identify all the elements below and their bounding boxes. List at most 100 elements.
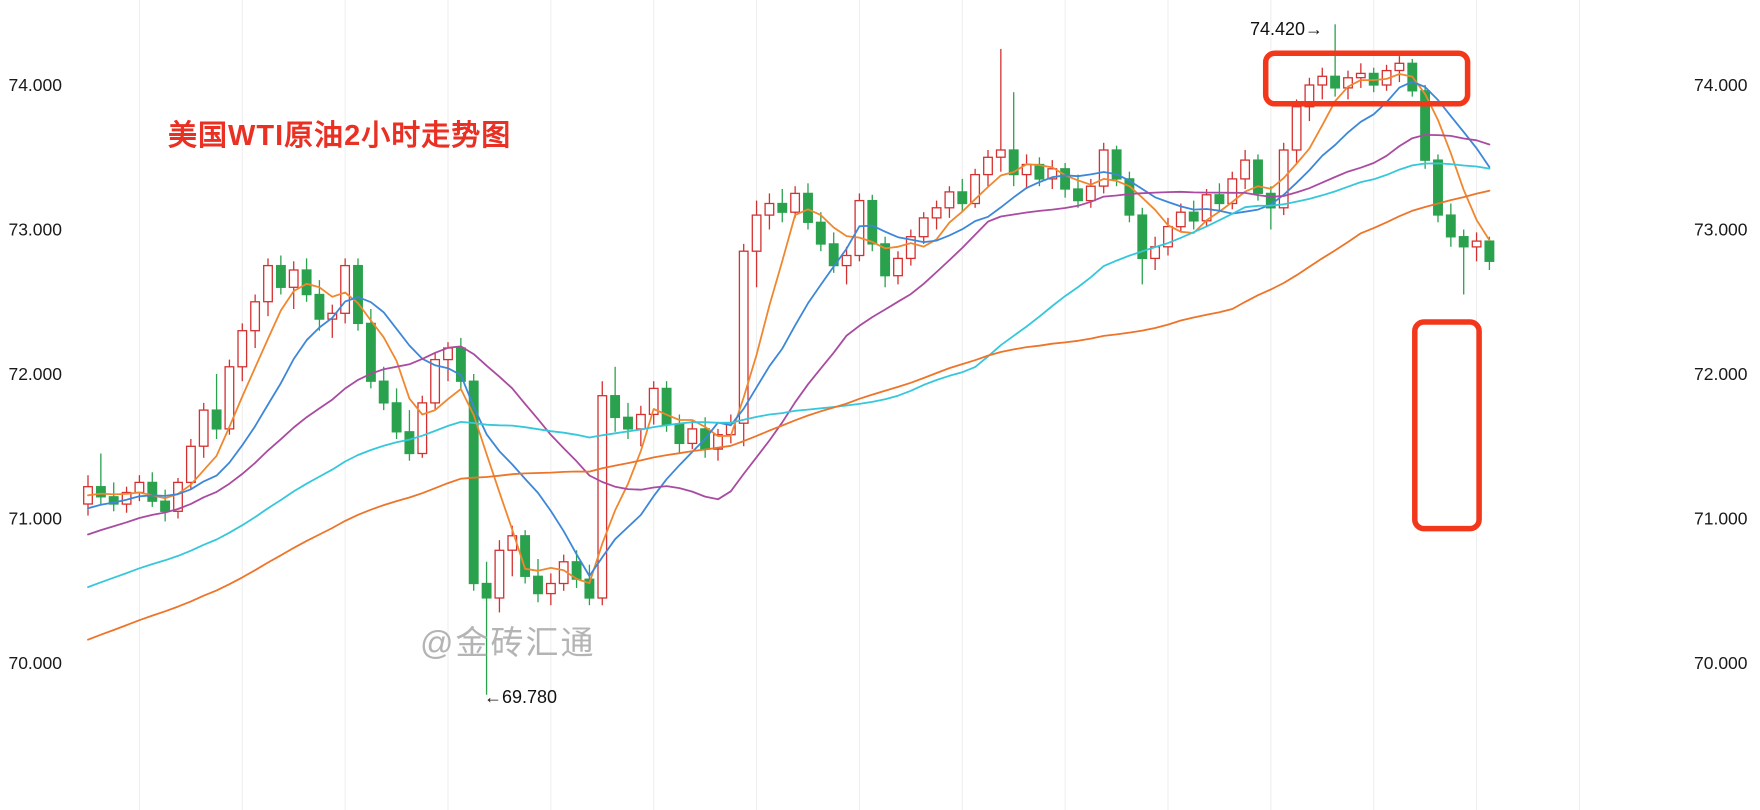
candle-body (1124, 178, 1135, 216)
candle-down (365, 309, 376, 389)
candle-down (1420, 85, 1431, 169)
candle-body (597, 395, 608, 599)
candle-up (288, 261, 299, 309)
candle-body (198, 409, 209, 447)
candle-body (95, 486, 106, 498)
candle-down (211, 374, 222, 439)
candle-body (970, 173, 981, 205)
candle-body (160, 500, 171, 512)
candle-body (1471, 240, 1482, 248)
candle-down (957, 178, 968, 213)
candle-body (1034, 163, 1045, 180)
candle-body (417, 402, 428, 455)
candle-down (1111, 145, 1122, 187)
candle-body (1317, 75, 1328, 86)
candle-body (314, 293, 325, 320)
y-tick-right: 74.000 (1694, 75, 1748, 95)
candle-down (108, 482, 119, 512)
candle-body (1201, 194, 1212, 222)
candle-body (147, 481, 158, 502)
candle-down (314, 280, 325, 331)
y-tick-left: 70.000 (8, 653, 62, 673)
candle-body (944, 191, 955, 209)
candle-up (1471, 232, 1482, 262)
candle-down (481, 561, 492, 695)
ma-line-ma5 (87, 73, 1491, 585)
candle-body (931, 207, 942, 219)
candle-body (275, 264, 286, 288)
y-tick-right: 71.000 (1694, 509, 1748, 529)
candle-up (970, 168, 981, 208)
candle-body (288, 269, 299, 288)
candle-up (764, 193, 775, 230)
candle-body (803, 192, 813, 223)
candle-body (1240, 159, 1251, 180)
candle-up (1021, 154, 1032, 189)
candle-body (610, 395, 621, 419)
candle-up (1291, 99, 1302, 165)
candle-body (1291, 106, 1302, 151)
candle-body (648, 387, 659, 416)
candle-up (841, 246, 852, 285)
candle-body (674, 423, 685, 445)
candle-up (250, 294, 261, 348)
candle-body (867, 199, 878, 245)
candle-down (1484, 236, 1495, 270)
candle-up (340, 258, 351, 324)
candle-body (108, 496, 119, 505)
candle-up (494, 540, 505, 613)
candle-body (764, 202, 775, 216)
candle-up (224, 359, 235, 435)
candle-body (1253, 159, 1263, 194)
candle-down (1458, 229, 1469, 295)
ma-line-ma10 (87, 80, 1491, 577)
candle-body (995, 149, 1006, 158)
candle-up (545, 573, 556, 606)
candle-body (957, 191, 968, 205)
candle-up (1394, 56, 1405, 83)
candle-body (1060, 168, 1071, 190)
candle-body (905, 236, 916, 260)
candle-body (1227, 178, 1238, 205)
candle-body (584, 578, 595, 599)
candle-up (1240, 150, 1251, 189)
candle-body (185, 445, 196, 484)
candle-up (931, 200, 942, 230)
candle-up (1355, 63, 1366, 88)
candle-down (777, 189, 788, 223)
candle-body (1008, 149, 1019, 176)
candle-down (1137, 207, 1148, 285)
candle-up (1175, 203, 1186, 233)
candle-body (327, 312, 338, 320)
candle-down (1330, 24, 1341, 97)
candle-body (250, 301, 261, 332)
candle-body (1484, 240, 1495, 262)
candle-up (1304, 77, 1315, 122)
candle-down (623, 402, 633, 439)
candle-up (751, 200, 762, 288)
candle-down (95, 453, 106, 505)
y-tick-left: 74.000 (8, 75, 62, 95)
grid-lines (138, 0, 1580, 810)
candle-up (417, 395, 428, 458)
ma-line-ma60 (87, 189, 1491, 641)
y-tick-left: 72.000 (8, 364, 62, 384)
candle-down (1253, 154, 1263, 201)
candle-down (1060, 163, 1071, 198)
candle-body (1304, 84, 1315, 108)
candle-up (185, 439, 196, 490)
candle-down (404, 410, 415, 461)
y-tick-left: 73.000 (8, 220, 62, 240)
candles (83, 24, 1495, 695)
candle-up (790, 186, 801, 218)
candle-body (211, 409, 222, 430)
candle-body (378, 380, 389, 404)
candle-up (1098, 142, 1109, 194)
candle-up (198, 402, 209, 458)
candle-body (533, 575, 543, 595)
candle-body (365, 322, 376, 382)
candle-body (263, 264, 273, 303)
candle-down (275, 255, 286, 295)
